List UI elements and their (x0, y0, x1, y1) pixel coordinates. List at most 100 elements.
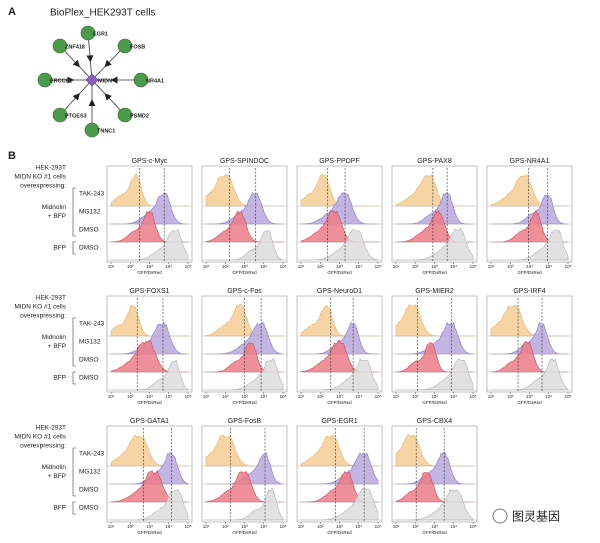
group-label: + BFP (48, 213, 66, 220)
x-tick-label: 10³ (526, 264, 533, 269)
x-tick-label: 10⁴ (355, 394, 362, 399)
panel-title: GPS-NeuroD1 (317, 288, 362, 295)
row-header: MIDN KO #1 cells (14, 174, 66, 181)
node-label: TNNC1 (97, 128, 115, 134)
x-axis-label: GFP/DsRed (137, 400, 162, 405)
group-label: BFP (53, 505, 66, 512)
x-axis-label: GFP/DsRed (327, 530, 352, 535)
center-label: MIDN (98, 78, 112, 84)
node-label: PTGES3 (65, 113, 87, 119)
x-tick-label: 10⁴ (260, 394, 267, 399)
condition-label: MG132 (79, 469, 101, 476)
x-tick-label: 10¹ (298, 264, 305, 269)
x-tick-label: 10³ (146, 524, 153, 529)
x-tick-label: 10⁵ (185, 264, 192, 269)
x-axis-label: GFP/DsRed (137, 270, 162, 275)
x-tick-label: 10⁴ (165, 394, 172, 399)
x-tick-label: 10⁴ (450, 264, 457, 269)
panel-title: GPS-GATA1 (130, 418, 169, 425)
x-tick-label: 10³ (431, 394, 438, 399)
panel-title: GPS-c-Myc (132, 158, 168, 165)
condition-label: TAK-243 (79, 191, 105, 198)
node (80, 25, 96, 41)
node (52, 38, 68, 54)
x-tick-label: 10² (127, 394, 134, 399)
x-tick-label: 10² (412, 394, 419, 399)
histogram (111, 321, 188, 355)
row-header: HEK-293T (36, 295, 66, 302)
x-tick-label: 10¹ (203, 524, 210, 529)
group-bracket (72, 241, 76, 255)
condition-label: DMSO (79, 357, 99, 364)
histogram (490, 174, 568, 207)
x-tick-label: 10⁵ (375, 264, 382, 269)
x-tick-label: 10³ (241, 264, 248, 269)
x-tick-label: 10⁴ (165, 264, 172, 269)
group-bracket (72, 447, 76, 497)
x-tick-label: 10⁵ (375, 394, 382, 399)
condition-label: DMSO (79, 505, 99, 512)
x-axis-label: GFP/DsRed (517, 400, 542, 405)
panel-label: B (8, 150, 16, 162)
row-header: MIDN KO #1 cells (14, 434, 66, 441)
x-tick-label: 10³ (241, 394, 248, 399)
x-tick-label: 10³ (336, 524, 343, 529)
row-header: overexpressing: (20, 183, 66, 190)
row-header: overexpressing: (20, 313, 66, 320)
x-tick-label: 10² (412, 264, 419, 269)
panel-title: GPS-c-Fos (227, 288, 262, 295)
group-label: Midnolin (42, 204, 67, 211)
condition-label: TAK-243 (79, 321, 105, 328)
x-axis-label: GFP/DsRed (137, 530, 162, 535)
node-label: ERCC6L (50, 78, 73, 84)
x-tick-label: 10³ (146, 394, 153, 399)
panel-title: BioPlex_HEK293T cells (50, 8, 155, 19)
histogram (300, 192, 378, 225)
x-tick-label: 10² (317, 264, 324, 269)
node (117, 107, 133, 123)
panel-title: GPS-FosB (228, 418, 262, 425)
node (117, 38, 133, 54)
x-tick-label: 10¹ (108, 524, 115, 529)
x-tick-label: 10³ (431, 264, 438, 269)
condition-label: TAK-243 (79, 451, 105, 458)
watermark-icon (492, 508, 508, 524)
node-label: PSMD2 (130, 113, 149, 119)
x-tick-label: 10¹ (298, 394, 305, 399)
histogram (110, 173, 188, 207)
panel-title: GPS-FOXS1 (129, 288, 169, 295)
panel-title: GPS-SPINDOC (220, 158, 269, 165)
x-tick-label: 10⁵ (565, 264, 572, 269)
panel-title: GPS-PAX8 (417, 158, 452, 165)
x-tick-label: 10¹ (108, 394, 115, 399)
x-axis-label: GFP/DsRed (422, 270, 447, 275)
x-axis-label: GFP/DsRed (422, 400, 447, 405)
x-tick-label: 10³ (431, 524, 438, 529)
histogram (395, 303, 473, 337)
x-tick-label: 10³ (526, 394, 533, 399)
x-axis-label: GFP/DsRed (232, 530, 257, 535)
panel-title: GPS-CBX4 (417, 418, 453, 425)
x-tick-label: 10² (222, 264, 229, 269)
x-axis-label: GFP/DsRed (232, 270, 257, 275)
panel-title: GPS-IRF4 (513, 288, 545, 295)
x-tick-label: 10² (412, 524, 419, 529)
histogram (206, 191, 283, 225)
x-tick-label: 10⁵ (280, 264, 287, 269)
row-header: MIDN KO #1 cells (14, 304, 66, 311)
x-tick-label: 10⁴ (545, 394, 552, 399)
condition-label: DMSO (79, 227, 99, 234)
group-label: Midnolin (42, 464, 67, 471)
condition-label: DMSO (79, 245, 99, 252)
x-tick-label: 10² (507, 394, 514, 399)
x-tick-label: 10⁵ (470, 264, 477, 269)
condition-label: MG132 (79, 209, 101, 216)
x-tick-label: 10² (317, 394, 324, 399)
histogram (300, 305, 378, 337)
group-label: + BFP (48, 343, 66, 350)
node-label: NR4A1 (146, 78, 164, 84)
x-tick-label: 10¹ (203, 394, 210, 399)
group-label: BFP (53, 245, 66, 252)
condition-label: DMSO (79, 375, 99, 382)
x-tick-label: 10⁴ (260, 524, 267, 529)
